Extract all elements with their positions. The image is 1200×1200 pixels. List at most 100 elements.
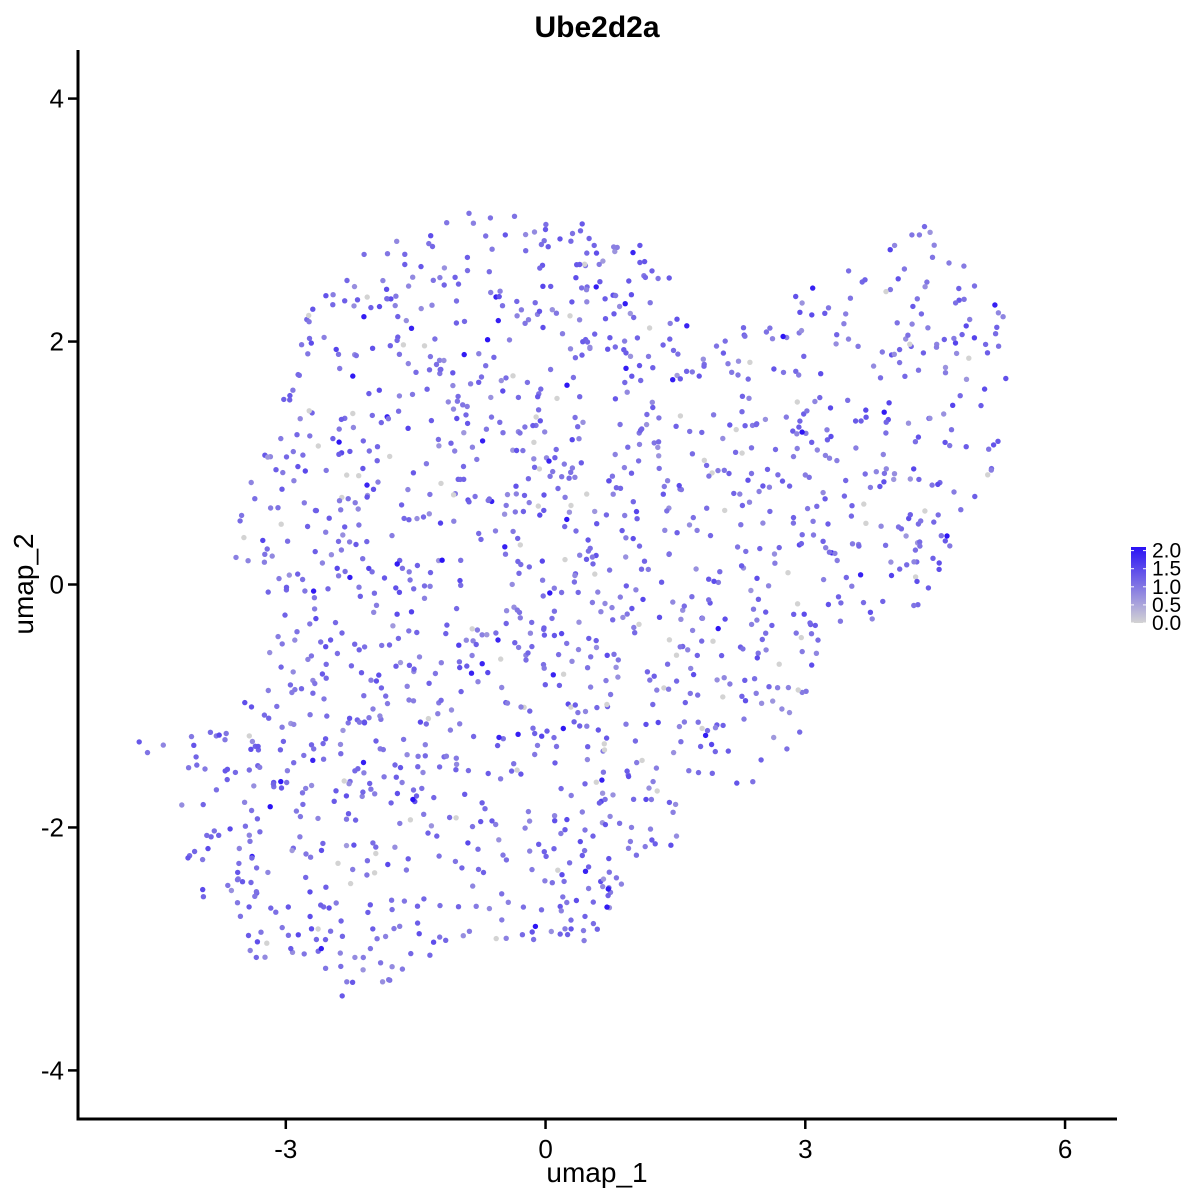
data-point <box>278 521 284 527</box>
data-point <box>400 342 407 348</box>
data-point <box>656 465 662 472</box>
data-point <box>573 897 580 904</box>
data-point <box>815 637 821 643</box>
data-point <box>767 325 773 331</box>
data-point <box>351 283 358 290</box>
data-point <box>628 824 635 831</box>
data-point <box>421 583 428 589</box>
data-point <box>547 473 553 479</box>
data-point <box>337 950 343 956</box>
data-point <box>559 474 565 480</box>
data-point <box>427 569 434 576</box>
data-point <box>994 324 1000 330</box>
data-point <box>630 249 636 256</box>
data-point <box>340 532 346 538</box>
data-point <box>324 713 330 719</box>
data-point <box>703 462 710 469</box>
data-point <box>536 841 542 847</box>
data-point <box>907 512 913 518</box>
data-point <box>430 277 436 283</box>
data-point <box>677 376 683 382</box>
data-point <box>530 936 537 943</box>
data-point <box>254 939 261 945</box>
data-point <box>689 594 695 600</box>
data-point <box>597 279 603 285</box>
data-point <box>625 444 631 450</box>
data-point <box>944 533 950 539</box>
data-point <box>405 486 411 493</box>
data-point <box>925 585 932 591</box>
data-point <box>394 238 400 244</box>
data-point <box>648 796 655 803</box>
data-point <box>473 641 479 648</box>
data-point <box>927 415 933 421</box>
data-point <box>236 860 242 867</box>
data-point <box>311 595 318 601</box>
data-point <box>267 804 273 810</box>
data-point <box>307 712 313 718</box>
data-point <box>635 458 642 464</box>
data-point <box>407 577 413 583</box>
data-point <box>579 221 585 227</box>
data-point <box>344 979 350 985</box>
data-point <box>628 470 635 476</box>
data-point <box>592 571 598 577</box>
data-point <box>370 706 376 712</box>
data-point <box>470 220 477 226</box>
data-point <box>794 445 800 452</box>
data-point <box>978 402 984 409</box>
data-point <box>474 627 481 633</box>
data-point <box>552 760 558 766</box>
data-point <box>333 788 339 794</box>
data-point <box>581 847 588 854</box>
data-point <box>437 934 443 940</box>
data-point <box>553 310 560 316</box>
data-point <box>542 878 548 884</box>
data-point <box>515 394 522 401</box>
data-point <box>373 844 379 850</box>
data-point <box>451 518 457 524</box>
data-point <box>433 361 440 368</box>
data-point <box>294 629 300 635</box>
data-point <box>291 721 297 728</box>
data-point <box>572 474 578 480</box>
data-point <box>348 663 355 669</box>
data-point <box>878 523 884 529</box>
data-point <box>429 302 435 308</box>
data-point <box>478 818 484 825</box>
x-tick-label: 0 <box>538 1134 552 1164</box>
data-point <box>327 637 334 643</box>
data-point <box>559 872 565 878</box>
data-point <box>380 277 386 284</box>
data-point <box>280 738 287 745</box>
data-point <box>207 729 214 735</box>
data-point <box>294 432 300 438</box>
data-point <box>520 447 526 454</box>
data-point <box>935 512 941 518</box>
x-tick-label: 3 <box>798 1134 812 1164</box>
data-point <box>352 500 358 506</box>
data-point <box>358 670 365 676</box>
data-point <box>252 893 258 899</box>
data-point <box>602 296 608 302</box>
data-point <box>601 741 607 747</box>
data-point <box>350 866 356 873</box>
data-point <box>377 960 384 966</box>
data-point <box>810 518 816 524</box>
data-point <box>881 479 887 485</box>
data-point <box>673 678 680 684</box>
data-point <box>763 329 770 335</box>
data-point <box>410 698 417 704</box>
data-point <box>941 411 947 417</box>
data-point <box>426 367 433 373</box>
data-point <box>755 650 761 656</box>
data-point <box>318 847 325 854</box>
data-point <box>460 933 466 939</box>
data-point <box>392 844 398 850</box>
data-point <box>312 680 318 687</box>
data-point <box>438 660 444 666</box>
data-point <box>510 528 516 535</box>
data-point <box>414 515 420 522</box>
data-point <box>697 743 704 750</box>
data-point <box>409 391 416 398</box>
